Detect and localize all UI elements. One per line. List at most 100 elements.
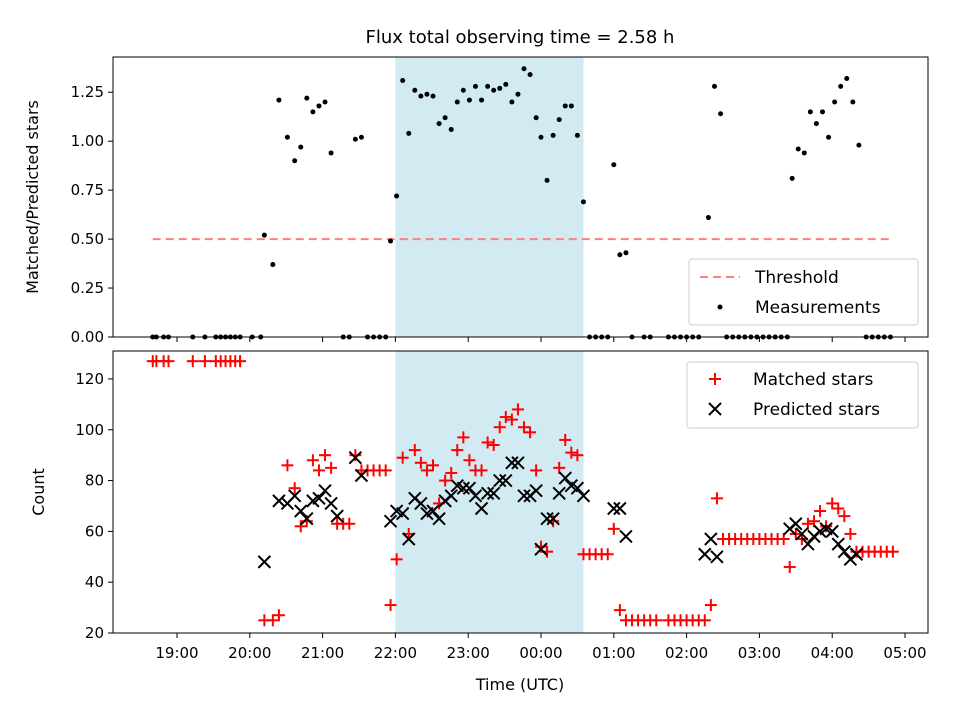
measurement-point (856, 142, 862, 148)
measurement-point (574, 132, 580, 138)
matched-point (281, 459, 294, 472)
measurement-point (503, 81, 509, 87)
measurement-point (261, 232, 267, 238)
matched-point (886, 545, 899, 558)
measurement-point (394, 193, 400, 199)
predicted-point (462, 481, 477, 495)
measurement-point (316, 103, 322, 109)
measurement-point (832, 99, 838, 105)
measurement-point (322, 99, 328, 105)
measurement-point (580, 199, 586, 205)
measurement-point (623, 250, 629, 256)
predicted-point (499, 473, 513, 488)
measurement-point (795, 146, 801, 152)
measurement-point (705, 215, 711, 221)
measurement-point (807, 109, 813, 115)
measurement-point (562, 103, 568, 109)
predicted-point (272, 494, 286, 508)
matched-point (832, 502, 845, 515)
measurement-point (466, 97, 472, 103)
matched-point (319, 449, 332, 462)
matched-point (451, 444, 464, 457)
legend-measurements-swatch (717, 304, 723, 310)
predicted-point (576, 489, 591, 503)
matched-point (186, 355, 199, 368)
bottom-legend: Matched stars Predicted stars (686, 361, 919, 429)
measurement-point (611, 162, 617, 168)
measurement-point (276, 97, 282, 103)
matched-point (783, 560, 796, 573)
top-y-ticks: 0.00 0.25 0.50 0.75 1.00 1.25 (71, 83, 113, 346)
matched-point (439, 474, 452, 487)
predicted-point (552, 486, 566, 500)
measurement-point (838, 83, 844, 89)
measurement-point (544, 177, 550, 183)
matched-point (349, 449, 362, 462)
predicted-point (486, 486, 501, 500)
matched-point (571, 449, 584, 462)
matched-point (481, 436, 494, 449)
predicted-point (287, 489, 302, 503)
measurement-point (310, 109, 316, 115)
matched-point (414, 456, 427, 469)
predicted-point (570, 481, 585, 495)
predicted-point (432, 511, 446, 526)
legend-matched-swatch (709, 373, 721, 385)
top-y-tick-label: 1.00 (71, 132, 104, 150)
measurement-point (352, 136, 358, 142)
matched-point (294, 520, 307, 533)
matched-point (288, 482, 301, 495)
top-legend: Threshold Measurements (688, 258, 919, 326)
predicted-point (354, 468, 369, 483)
measurement-point (298, 144, 304, 150)
predicted-point (831, 537, 845, 551)
matched-point (553, 461, 566, 474)
predicted-point (789, 517, 803, 531)
measurement-point (328, 150, 334, 156)
matched-point (838, 510, 851, 523)
matched-point (266, 614, 279, 627)
predicted-point (613, 501, 627, 516)
matched-point (518, 421, 531, 434)
matched-point (530, 464, 543, 477)
predicted-point (801, 537, 815, 551)
top-panel: 0.00 0.25 0.50 0.75 1.00 1.25 Matched/Predict… (23, 56, 929, 346)
matched-point (390, 553, 403, 566)
predicted-point (330, 509, 344, 523)
top-y-tick-label: 0.25 (71, 279, 104, 297)
matched-point (698, 614, 711, 627)
measurement-point (479, 97, 485, 103)
matched-point (475, 464, 488, 477)
matched-point (427, 459, 440, 472)
top-y-tick-label: 1.25 (71, 83, 104, 101)
measurement-point (617, 252, 623, 258)
measurement-point (472, 83, 478, 89)
bottom-x-ticks: 19:00 20:00 21:00 22:00 23:00 00:00 01:00 02:00… (155, 633, 927, 662)
measurement-point (448, 126, 454, 132)
predicted-point (517, 489, 531, 503)
matched-point (601, 548, 614, 561)
predicted-point (318, 484, 332, 498)
predicted-point (312, 491, 326, 506)
matched-point (499, 411, 512, 424)
top-axes-frame (112, 56, 929, 338)
legend-measurements-label: Measurements (755, 298, 881, 318)
top-y-tick-label: 0.50 (71, 230, 104, 248)
predicted-point (456, 481, 471, 495)
matched-point (524, 426, 537, 439)
measurement-point (358, 134, 364, 140)
matched-point (312, 464, 325, 477)
measurement-point (485, 83, 491, 89)
top-y-axis-label: Matched/Predicted stars (23, 100, 42, 294)
measurement-point (515, 91, 521, 97)
measurement-point (400, 77, 406, 83)
matched-point (384, 599, 397, 612)
top-x-ticks (176, 337, 906, 342)
matched-point (420, 464, 433, 477)
x-tick-label: 04:00 (811, 644, 854, 662)
measurement-point (826, 134, 832, 140)
measurement-point (424, 91, 430, 97)
predicted-point (546, 511, 560, 526)
matched-point (300, 515, 313, 528)
measurement-point (850, 99, 856, 105)
